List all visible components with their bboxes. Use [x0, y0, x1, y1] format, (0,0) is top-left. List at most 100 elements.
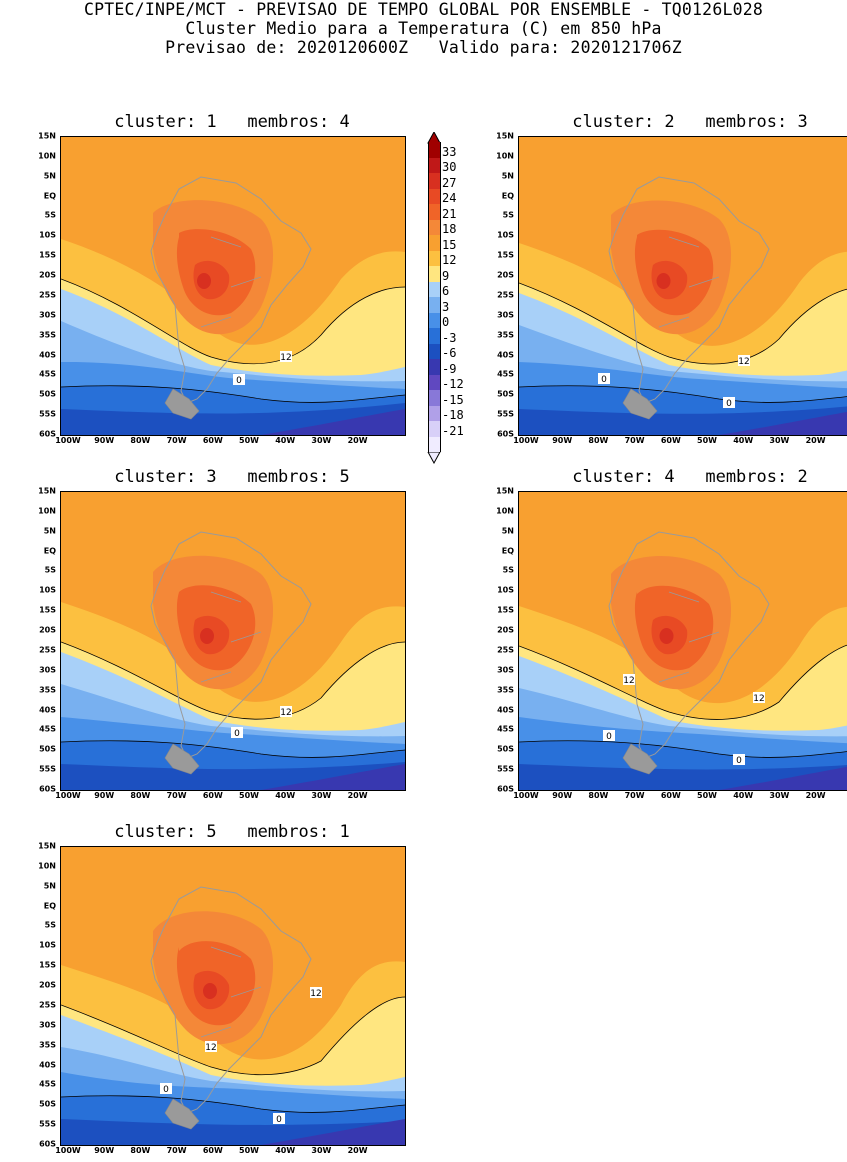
colorbar-swatch: [428, 374, 441, 390]
colorbar-swatch: [428, 188, 441, 204]
longitude-tick-label: 60W: [660, 791, 681, 800]
colorbar-label: 33: [442, 144, 457, 159]
longitude-tick-label: 40W: [275, 791, 296, 800]
longitude-tick-label: 30W: [311, 791, 332, 800]
latitude-tick-label: 25S: [497, 645, 514, 655]
latitude-tick-label: 50S: [497, 389, 514, 399]
latitude-tick-label: 5S: [44, 565, 56, 575]
longitude-axis: 100W 90W 80W 70W 60W 50W 40W 30W 20W: [55, 791, 404, 801]
svg-text:0: 0: [276, 1115, 282, 1125]
svg-text:0: 0: [726, 399, 732, 409]
longitude-tick-label: 50W: [239, 436, 259, 445]
contour-label: 0: [160, 1083, 172, 1095]
latitude-axis: 15N 10N 5N EQ 5S 10S 15S 20S 25S 30S 35S 40S 45S 50S 5…: [20, 842, 58, 1149]
colorbar-swatch: [428, 219, 441, 235]
longitude-tick-label: 20W: [347, 791, 368, 800]
latitude-tick-label: 15N: [496, 486, 514, 496]
colorbar-swatch: [428, 157, 441, 173]
latitude-tick-label: 20S: [497, 270, 514, 280]
latitude-tick-label: 25S: [39, 290, 56, 300]
panel-title: cluster: 5 membros: 1: [114, 822, 350, 842]
svg-text:12: 12: [623, 676, 634, 686]
latitude-tick-label: 35S: [497, 685, 514, 695]
latitude-tick-label: EQ: [501, 191, 514, 201]
contour-label: 0: [603, 730, 615, 742]
longitude-tick-label: 80W: [130, 436, 151, 445]
latitude-tick-label: 50S: [497, 744, 514, 754]
colorbar-arrow-bottom: [427, 452, 441, 464]
panel-title: cluster: 1 membros: 4: [114, 112, 350, 132]
latitude-tick-label: 15N: [496, 131, 514, 141]
latitude-tick-label: 25S: [39, 645, 56, 655]
latitude-tick-label: 30S: [39, 665, 56, 675]
latitude-tick-label: 10N: [496, 151, 514, 161]
longitude-tick-label: 60W: [202, 791, 223, 800]
contour-label: 0: [723, 397, 735, 409]
longitude-tick-label: 20W: [347, 1146, 368, 1155]
latitude-tick-label: 40S: [39, 1060, 56, 1070]
latitude-tick-label: 60S: [39, 429, 56, 439]
longitude-axis: 100W 90W 80W 70W 60W 50W 40W 30W 20W: [55, 436, 404, 446]
latitude-tick-label: 35S: [39, 330, 56, 340]
latitude-tick-label: 10N: [38, 151, 56, 161]
colorbar-label: 0: [442, 315, 450, 330]
colorbar-swatch: [428, 142, 441, 158]
latitude-tick-label: 15S: [39, 960, 56, 970]
latitude-tick-label: 35S: [497, 330, 514, 340]
colorbar-swatch: [428, 235, 441, 251]
temperature-map: 12 0: [60, 491, 406, 791]
colorbar-swatch: [428, 312, 441, 328]
longitude-tick-label: 60W: [660, 436, 681, 445]
longitude-tick-label: 90W: [94, 436, 115, 445]
colorbar-label: -6: [442, 346, 457, 361]
longitude-tick-label: 20W: [347, 436, 368, 445]
latitude-tick-label: 15N: [38, 841, 56, 851]
latitude-tick-label: 50S: [39, 389, 56, 399]
longitude-tick-label: 50W: [239, 1146, 259, 1155]
svg-text:0: 0: [736, 756, 742, 766]
latitude-tick-label: 40S: [497, 705, 514, 715]
map-panel-1: cluster: 1 membros: 4 12 0 15N 10N 5N EQ 5S 10S 1…: [20, 112, 408, 452]
longitude-tick-label: 40W: [733, 791, 754, 800]
longitude-tick-label: 40W: [275, 1146, 296, 1155]
latitude-tick-label: 5N: [501, 526, 514, 536]
colorbar-swatch: [428, 204, 441, 220]
latitude-tick-label: 45S: [39, 369, 56, 379]
contour-label: 0: [273, 1113, 285, 1125]
svg-text:12: 12: [205, 1043, 216, 1053]
temperature-map: 12 0: [60, 136, 406, 436]
latitude-tick-label: 5S: [502, 565, 514, 575]
latitude-tick-label: EQ: [43, 191, 56, 201]
latitude-tick-label: 20S: [39, 625, 56, 635]
longitude-tick-label: 100W: [55, 1146, 81, 1155]
colorbar-label: 9: [442, 268, 450, 283]
latitude-tick-label: 40S: [39, 705, 56, 715]
latitude-tick-label: 50S: [39, 744, 56, 754]
longitude-tick-label: 30W: [311, 436, 332, 445]
latitude-tick-label: 5N: [43, 171, 56, 181]
latitude-tick-label: 10N: [38, 861, 56, 871]
temperature-map: 12 12 0 0: [60, 846, 406, 1146]
latitude-tick-label: 25S: [497, 290, 514, 300]
svg-text:0: 0: [606, 732, 612, 742]
map-panel-3: cluster: 3 membros: 5 12 0 15N 10N 5N EQ 5S 10S 1…: [20, 467, 408, 807]
colorbar-swatch: [428, 436, 441, 452]
latitude-tick-label: 5S: [44, 920, 56, 930]
colorbar-swatch: [428, 359, 441, 375]
colorbar-label: 3: [442, 299, 450, 314]
svg-text:0: 0: [236, 376, 242, 386]
colorbar-swatch: [428, 173, 441, 189]
contour-label: 12: [310, 987, 322, 999]
longitude-tick-label: 30W: [311, 1146, 332, 1155]
colorbar-label: 12: [442, 253, 457, 268]
latitude-axis: 15N 10N 5N EQ 5S 10S 15S 20S 25S 30S 35S 40S 45S 50S 5…: [20, 132, 58, 439]
latitude-tick-label: 15S: [497, 605, 514, 615]
colorbar-label: -15: [442, 392, 464, 407]
colorbar-label: 18: [442, 222, 457, 237]
map-panel-2: cluster: 2 membros: 3 12 0 0 15N 10N 5N EQ 5S 10S…: [478, 112, 847, 452]
longitude-axis: 100W 90W 80W 70W 60W 50W 40W 30W 20W: [55, 1146, 404, 1156]
latitude-tick-label: 15S: [497, 250, 514, 260]
map-panel-4: cluster: 4 membros: 2 12 12 0 0 15N 10N 5N EQ 5S 1…: [478, 467, 847, 807]
latitude-tick-label: 30S: [497, 310, 514, 320]
contour-label: 12: [753, 692, 765, 704]
